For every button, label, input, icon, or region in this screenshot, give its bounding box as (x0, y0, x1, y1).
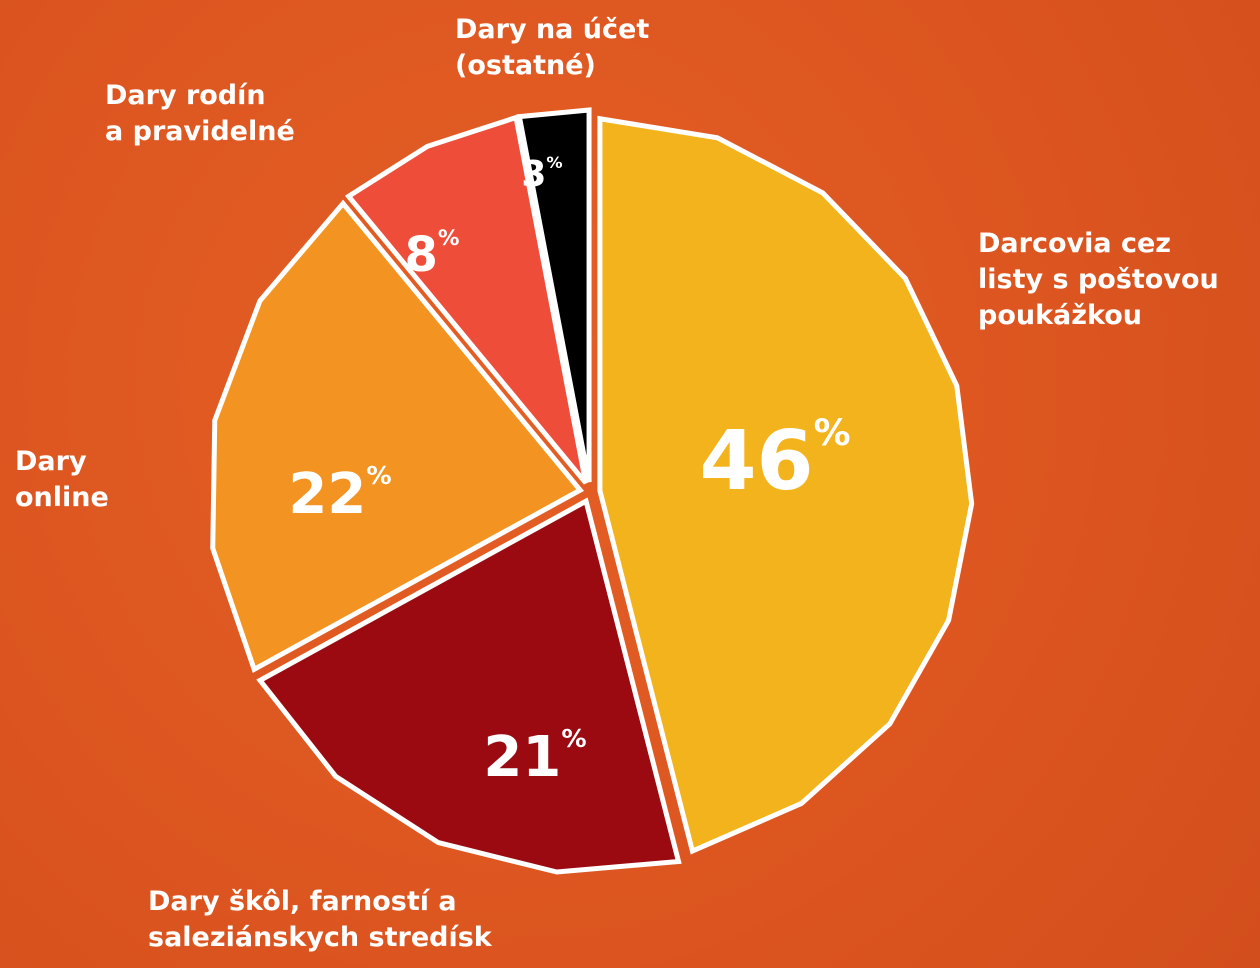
value-label: 8% (404, 231, 459, 279)
value-suffix: % (546, 153, 562, 172)
value-label: 22% (288, 467, 391, 523)
value-suffix: % (561, 724, 586, 753)
value-number: 46 (699, 414, 813, 509)
value-label: 3% (521, 157, 562, 193)
value-number: 21 (483, 725, 561, 790)
value-label: 46% (699, 421, 850, 503)
value-number: 22 (288, 462, 366, 527)
category-label: Dary škôl, farností a saleziánskych stre… (148, 884, 492, 956)
value-suffix: % (366, 461, 391, 490)
value-suffix: % (814, 411, 851, 454)
value-suffix: % (438, 226, 460, 251)
value-number: 8 (404, 227, 437, 283)
category-label: Dary online (15, 444, 109, 516)
category-label: Darcovia cez listy s poštovou poukážkou (978, 226, 1219, 334)
value-number: 3 (521, 154, 546, 195)
value-label: 21% (483, 730, 586, 786)
category-label: Dary na účet (ostatné) (455, 12, 649, 84)
category-label: Dary rodín a pravidelné (105, 78, 295, 150)
page: (() => { const data = JSON.parse(documen… (0, 0, 1260, 968)
